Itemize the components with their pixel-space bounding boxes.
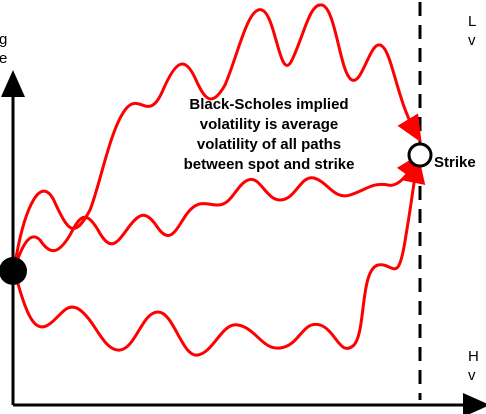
right-label-top-line: L xyxy=(468,13,477,30)
implied-volatility-callout: Black-Scholes implied volatility is aver… xyxy=(178,95,360,175)
strike-marker xyxy=(407,142,433,168)
callout-line: volatility is average xyxy=(199,116,339,133)
right-label-top-line: v xyxy=(468,32,476,49)
callout-line: volatility of all paths xyxy=(196,136,342,153)
callout-line: Black-Scholes implied xyxy=(189,96,349,113)
path-upper xyxy=(12,3,422,271)
right-label-bottom-line: H xyxy=(468,348,479,365)
spot-point xyxy=(0,257,27,285)
strike-label: Strike xyxy=(434,154,476,171)
path-lower xyxy=(12,156,426,357)
y-axis-label-fragment-line: g xyxy=(0,31,8,48)
right-label-top-fragment: L v xyxy=(468,12,476,50)
right-label-bottom-fragment: H v xyxy=(468,347,479,385)
path-middle xyxy=(12,152,423,271)
right-label-bottom-line: v xyxy=(468,367,476,384)
callout-line: between spot and strike xyxy=(183,156,355,173)
y-axis-label-fragment: g e xyxy=(0,30,7,68)
y-axis-label-fragment-line: e xyxy=(0,50,8,67)
